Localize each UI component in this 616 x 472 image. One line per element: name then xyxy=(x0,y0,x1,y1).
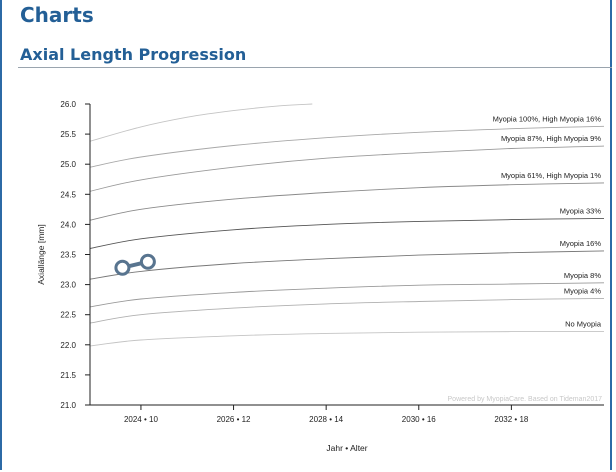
y-tick-label: 26.0 xyxy=(60,100,76,109)
axes-layer: 21.0 21.5 22.0 22.5 23.0 23.5 24.0 24.5 25.0 25.5… xyxy=(60,100,604,424)
chart-heading: Axial Length Progression xyxy=(20,45,247,64)
x-tick-label: 2024 • 10 xyxy=(124,415,158,424)
y-tick-label: 25.0 xyxy=(60,160,76,169)
measurement-layer xyxy=(114,253,156,276)
reference-curve xyxy=(89,297,605,324)
y-tick-label: 23.0 xyxy=(60,281,76,290)
curve-label: Myopia 100%, High Myopia 16% xyxy=(493,114,602,123)
x-tick-label: 2030 • 16 xyxy=(402,415,436,424)
reference-curve xyxy=(89,125,605,168)
curve-label: Myopia 33% xyxy=(560,206,602,215)
section-heading: Charts xyxy=(20,3,94,27)
measurement-point xyxy=(139,253,156,270)
y-tick-label: 24.5 xyxy=(60,190,76,199)
x-axis-title: Jahr • Alter xyxy=(326,443,367,453)
reference-curve xyxy=(89,250,605,280)
curve-label: Myopia 87%, High Myopia 9% xyxy=(501,134,601,143)
x-tick-label: 2032 • 18 xyxy=(494,415,528,424)
y-tick-label: 21.5 xyxy=(60,371,76,380)
reference-curve xyxy=(89,217,605,249)
y-tick-label: 22.0 xyxy=(60,341,76,350)
reference-curve xyxy=(89,282,605,308)
y-tick-label: 23.5 xyxy=(60,251,76,260)
curve-label: Myopia 8% xyxy=(564,271,601,280)
y-tick-label: 25.5 xyxy=(60,130,76,139)
curve-label: Myopia 16% xyxy=(560,239,602,248)
chart-watermark: Powered by MyopiaCare. Based on Tideman2… xyxy=(448,396,603,403)
y-tick-label: 21.0 xyxy=(60,401,76,410)
measurement-point xyxy=(114,259,131,276)
x-tick-label: 2026 • 12 xyxy=(217,415,251,424)
curve-label: No Myopia xyxy=(565,320,602,329)
y-tick-label: 22.5 xyxy=(60,311,76,320)
reference-curve xyxy=(89,145,605,192)
y-tick-label: 24.0 xyxy=(60,220,76,229)
heading-divider xyxy=(18,67,612,68)
reference-curves-layer: Myopia 100%, High Myopia 16% Myopia 87%, … xyxy=(89,103,605,347)
reference-curve xyxy=(89,182,605,221)
x-tick-label: 2028 • 14 xyxy=(309,415,343,424)
curve-label: Myopia 4% xyxy=(564,286,601,295)
reference-curve xyxy=(89,331,605,347)
y-axis-title: Axiallänge [mm] xyxy=(36,224,46,284)
reference-curve xyxy=(89,103,313,142)
curve-label: Myopia 61%, High Myopia 1% xyxy=(501,171,601,180)
